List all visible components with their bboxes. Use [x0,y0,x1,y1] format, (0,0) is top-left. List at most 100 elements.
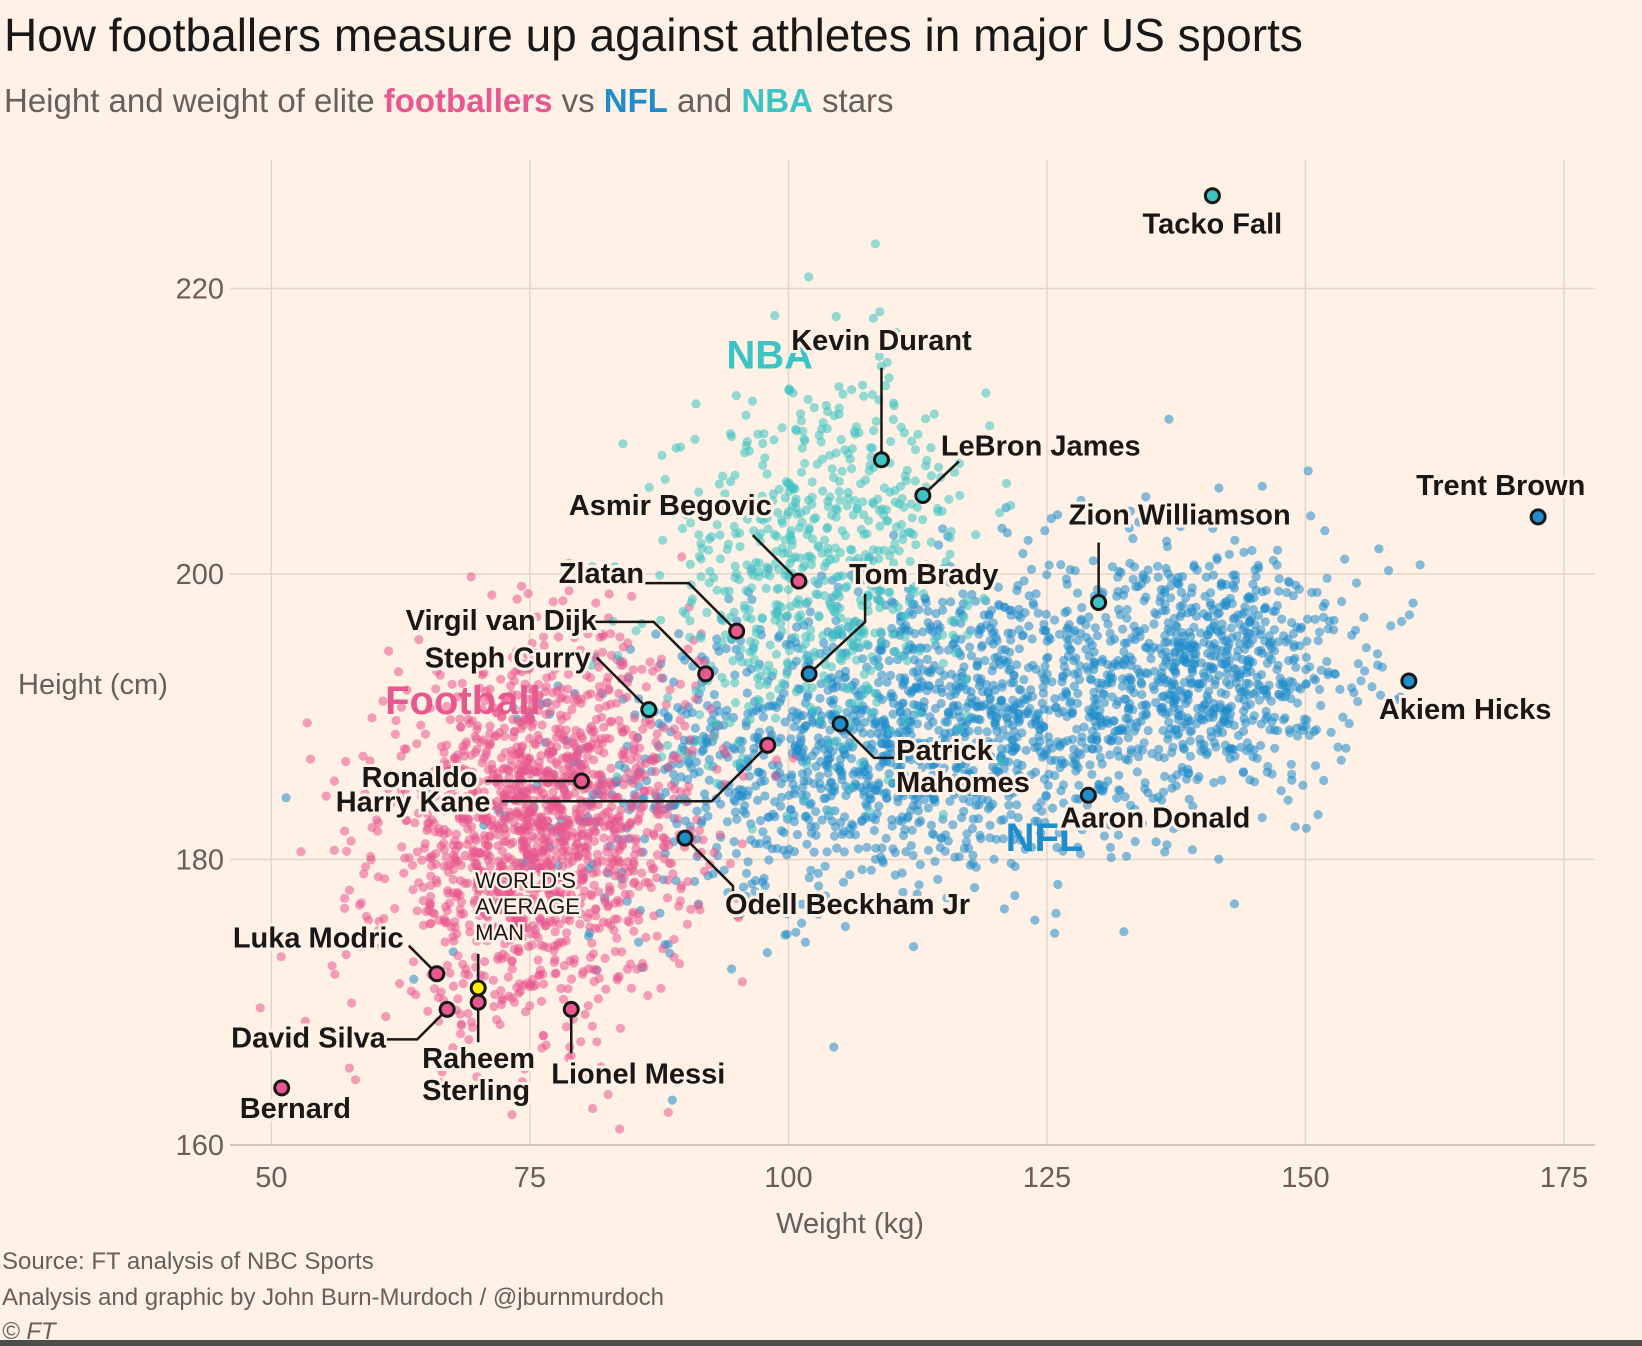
nfl-point [882,677,892,687]
highlight-point-patrick-mahomes [831,715,849,733]
nfl-point [1269,625,1280,635]
nfl-point [988,639,998,649]
nba-point [907,436,917,446]
football-point [662,893,673,903]
football-point [427,851,437,861]
football-point [615,632,625,642]
football-point [654,823,664,833]
nfl-point [885,670,896,681]
nfl-point [1026,564,1037,575]
nba-point [613,651,623,661]
football-point [529,822,539,832]
football-point [550,664,560,675]
nfl-point [950,901,961,911]
nfl-point [1201,750,1212,760]
nba-point [797,644,807,654]
football-point [629,859,639,869]
nba-point [695,631,706,641]
nfl-point [1018,548,1028,559]
nfl-point [1186,631,1196,642]
football-point [557,810,568,820]
nfl-point [937,687,947,698]
football-point [467,822,477,832]
nfl-point [912,792,922,802]
nfl-point [906,841,916,851]
football-point [436,987,446,997]
nfl-point [1059,798,1069,808]
football-point [453,994,463,1004]
nfl-point [912,889,922,899]
football-point [638,724,648,734]
nba-point [961,675,971,685]
nfl-point [1202,661,1212,671]
nfl-point [928,717,938,727]
nfl-point [996,660,1006,670]
nfl-point [1251,572,1261,582]
nba-point [938,809,949,820]
nfl-point [709,690,719,700]
nba-point [846,638,856,648]
nfl-point [1041,676,1051,686]
nfl-point [799,776,809,786]
football-point [631,791,641,801]
nfl-point [828,746,838,757]
football-point [488,975,498,985]
football-point [458,979,468,989]
football-point [652,873,662,883]
football-point [660,842,670,852]
football-point [610,871,620,881]
nba-point [715,554,726,564]
nba-point [777,423,787,433]
football-point [511,781,521,791]
nfl-point [1226,701,1236,712]
football-point [499,837,509,847]
nba-point [818,631,828,641]
nfl-point [768,809,778,819]
football-point [606,699,616,709]
football-point [619,746,629,756]
football-point [588,868,598,878]
nfl-point [1085,674,1095,684]
football-point [593,994,604,1004]
nfl-point [815,779,825,789]
nba-point [886,436,896,447]
football-point [585,922,595,932]
nfl-point [1240,622,1250,632]
football-point [502,785,513,795]
nfl-point [1162,637,1172,647]
nfl-point [1315,627,1325,637]
nfl-point [942,717,952,727]
football-point [553,822,564,832]
nfl-point [1264,631,1274,641]
nfl-point [916,816,926,826]
nfl-point [1040,526,1050,536]
nfl-point [1077,737,1087,747]
football-point [456,876,466,886]
nba-point [831,589,842,599]
nfl-point [1040,626,1050,636]
football-point [539,941,549,952]
nfl-point [1204,686,1214,696]
nfl-point [1019,675,1029,685]
nfl-point [903,787,913,797]
nfl-point [1142,701,1152,711]
nfl-point [923,667,934,677]
nfl-point [926,820,937,830]
nba-point [815,716,826,726]
nba-point [802,760,812,770]
football-point [439,838,449,848]
nba-point [765,640,775,650]
nba-point [801,653,811,663]
football-point [677,552,687,562]
nba-point [771,600,781,610]
nfl-point [1311,725,1321,735]
nfl-point [690,876,700,887]
nba-point [926,537,936,547]
nfl-point [1013,813,1023,823]
football-point [533,932,543,943]
nfl-point [1051,702,1061,713]
nfl-point [1247,545,1257,556]
football-point [629,850,640,860]
nfl-point [1123,733,1133,743]
football-point [472,1072,482,1082]
